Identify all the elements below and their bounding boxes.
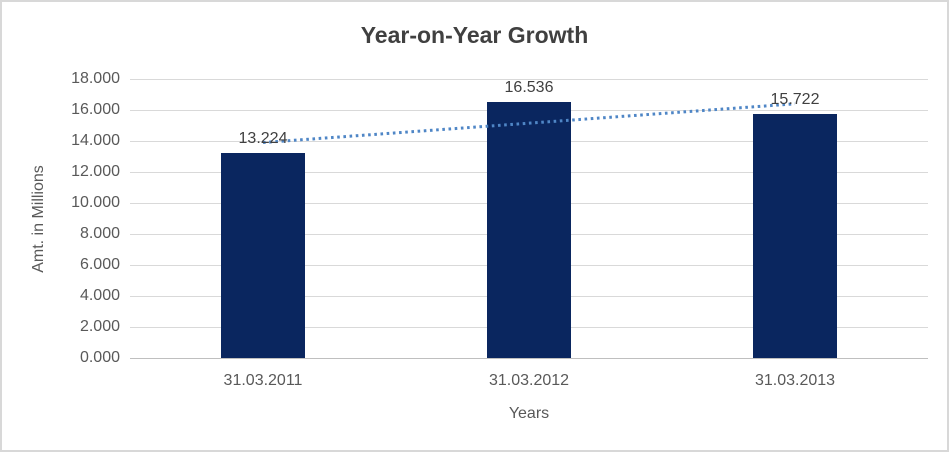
bar-value-label: 15.722 [770, 91, 820, 109]
plot-area [130, 78, 928, 359]
y-tick-label: 0.000 [79, 349, 120, 366]
x-tick-label: 31.03.2012 [488, 372, 570, 389]
gridline [130, 78, 928, 80]
trendline-dotted [262, 102, 796, 145]
x-tick-label: 31.03.2011 [223, 372, 303, 389]
x-tick-label: 31.03.2013 [754, 372, 836, 389]
y-tick-label: 6.000 [79, 256, 120, 273]
y-tick-label: 10.000 [71, 194, 120, 211]
bar-value-label: 16.536 [504, 78, 554, 96]
bar-value-label: 13.224 [238, 130, 288, 148]
y-tick-label: 16.000 [71, 101, 120, 118]
y-tick-label: 2.000 [79, 318, 120, 335]
y-tick-label: 18.000 [71, 70, 120, 87]
trendline [262, 102, 796, 145]
chart-title: Year-on-Year Growth [360, 22, 589, 48]
bar-31.03.2012 [487, 101, 571, 358]
bar-31.03.2011 [221, 153, 305, 358]
y-tick-label: 4.000 [79, 287, 120, 304]
bar-31.03.2013 [753, 114, 837, 358]
y-tick-label: 14.000 [71, 132, 120, 149]
y-tick-label: 12.000 [71, 163, 120, 180]
y-tick-label: 8.000 [79, 225, 120, 242]
x-axis-title: Years [508, 405, 550, 422]
